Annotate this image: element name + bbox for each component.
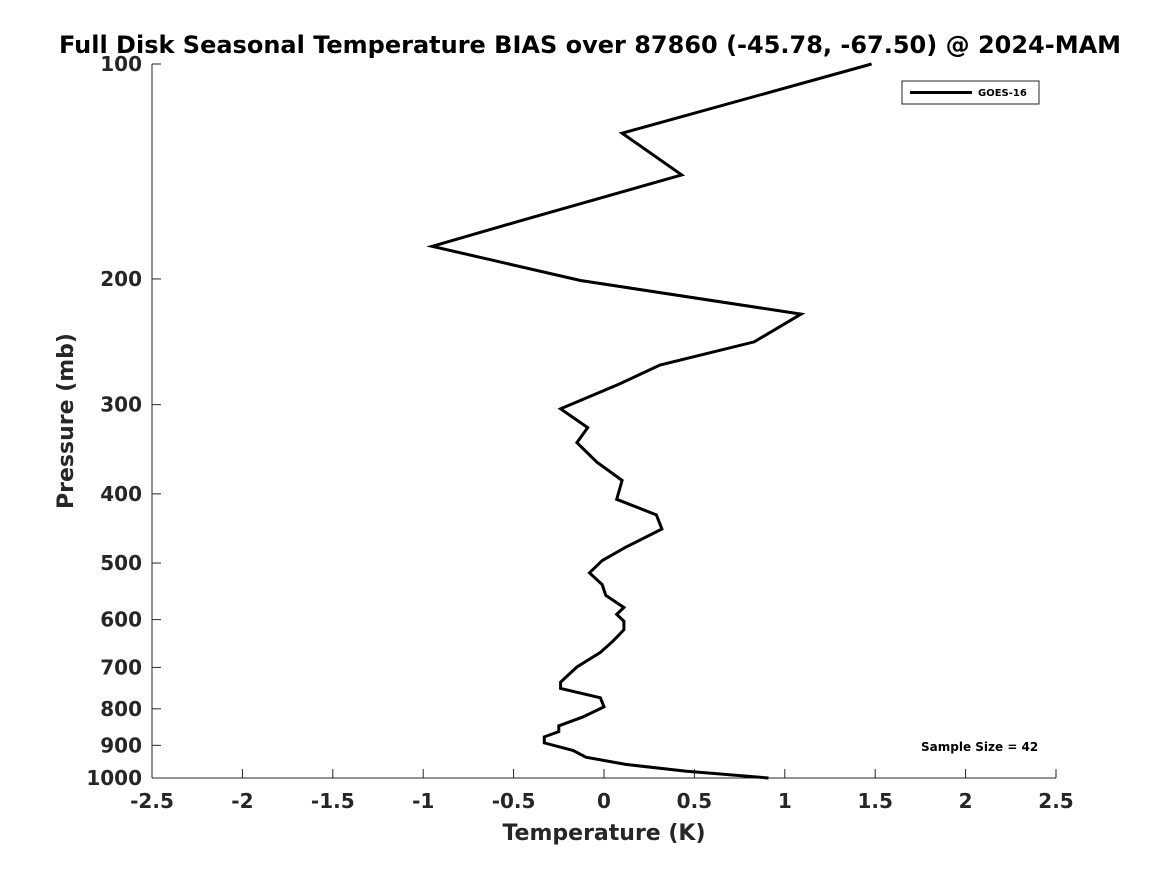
y-tick-label: 500 xyxy=(100,551,142,575)
y-tick-label: 300 xyxy=(100,393,142,417)
y-tick-label: 900 xyxy=(100,733,142,757)
x-tick-label: -1 xyxy=(412,789,434,813)
x-tick-label: -2 xyxy=(231,789,253,813)
x-tick-label: 0 xyxy=(597,789,611,813)
x-tick-label: 2 xyxy=(959,789,973,813)
x-axis-title: Temperature (K) xyxy=(502,821,705,846)
y-tick-label: 700 xyxy=(100,655,142,679)
y-tick-label: 100 xyxy=(100,52,142,76)
x-tick-label: 0.5 xyxy=(677,789,712,813)
plot-area: -2.5 -2 -1.5 -1 -0.5 0 0.5 1 1.5 2 2.5 100 200 300 40… xyxy=(86,52,1073,813)
y-tick-label: 800 xyxy=(100,697,142,721)
legend-label: GOES-16 xyxy=(978,88,1027,99)
y-tick-label: 1000 xyxy=(86,766,142,790)
series-layer xyxy=(426,62,873,780)
y-tick-label: 400 xyxy=(100,482,142,506)
x-tick-label: 1.5 xyxy=(857,789,892,813)
x-tick-label: 1 xyxy=(778,789,792,813)
x-tick-label: -2.5 xyxy=(130,789,174,813)
y-tick-label: 600 xyxy=(100,608,142,632)
x-tick-label: -0.5 xyxy=(492,789,536,813)
x-tick-label: 2.5 xyxy=(1038,789,1073,813)
y-tick-label: 200 xyxy=(100,267,142,291)
x-tick-label: -1.5 xyxy=(311,789,355,813)
y-axis-ticks: 100 200 300 400 500 600 700 800 900 1000 xyxy=(86,52,161,790)
sample-size-annotation: Sample Size = 42 xyxy=(921,740,1038,754)
series-line-goes-16 xyxy=(426,62,873,780)
chart-title: Full Disk Seasonal Temperature BIAS over… xyxy=(59,31,1121,59)
x-axis-ticks: -2.5 -2 -1.5 -1 -0.5 0 0.5 1 1.5 2 2.5 xyxy=(130,769,1074,813)
y-axis-title: Pressure (mb) xyxy=(54,333,79,509)
legend: GOES-16 xyxy=(901,80,1040,105)
